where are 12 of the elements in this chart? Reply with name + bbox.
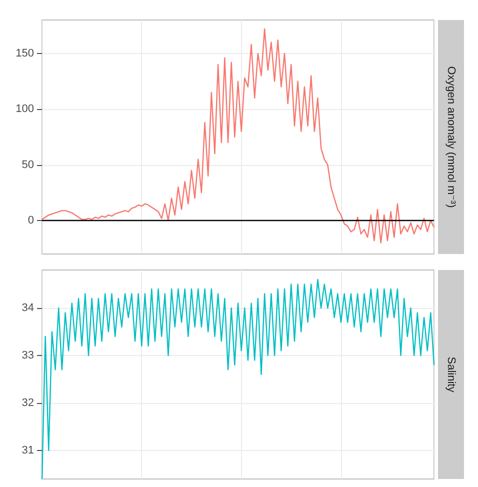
line-series — [41, 28, 435, 244]
y-tick-label: 31 — [22, 444, 34, 456]
line-series — [41, 278, 435, 480]
y-tick-label: 32 — [22, 397, 34, 409]
y-tick-label: 150 — [16, 47, 34, 60]
y-axis-title: Salinity — [445, 356, 457, 393]
y-tick-label: 34 — [22, 302, 34, 314]
y-axis-title: Oxygen anomaly (mmol m⁻³) — [445, 66, 457, 208]
y-tick-label: 33 — [22, 350, 34, 362]
y-tick-label: 100 — [16, 103, 34, 116]
y-tick-label: 50 — [22, 158, 34, 171]
y-tick-label: 0 — [28, 214, 34, 227]
